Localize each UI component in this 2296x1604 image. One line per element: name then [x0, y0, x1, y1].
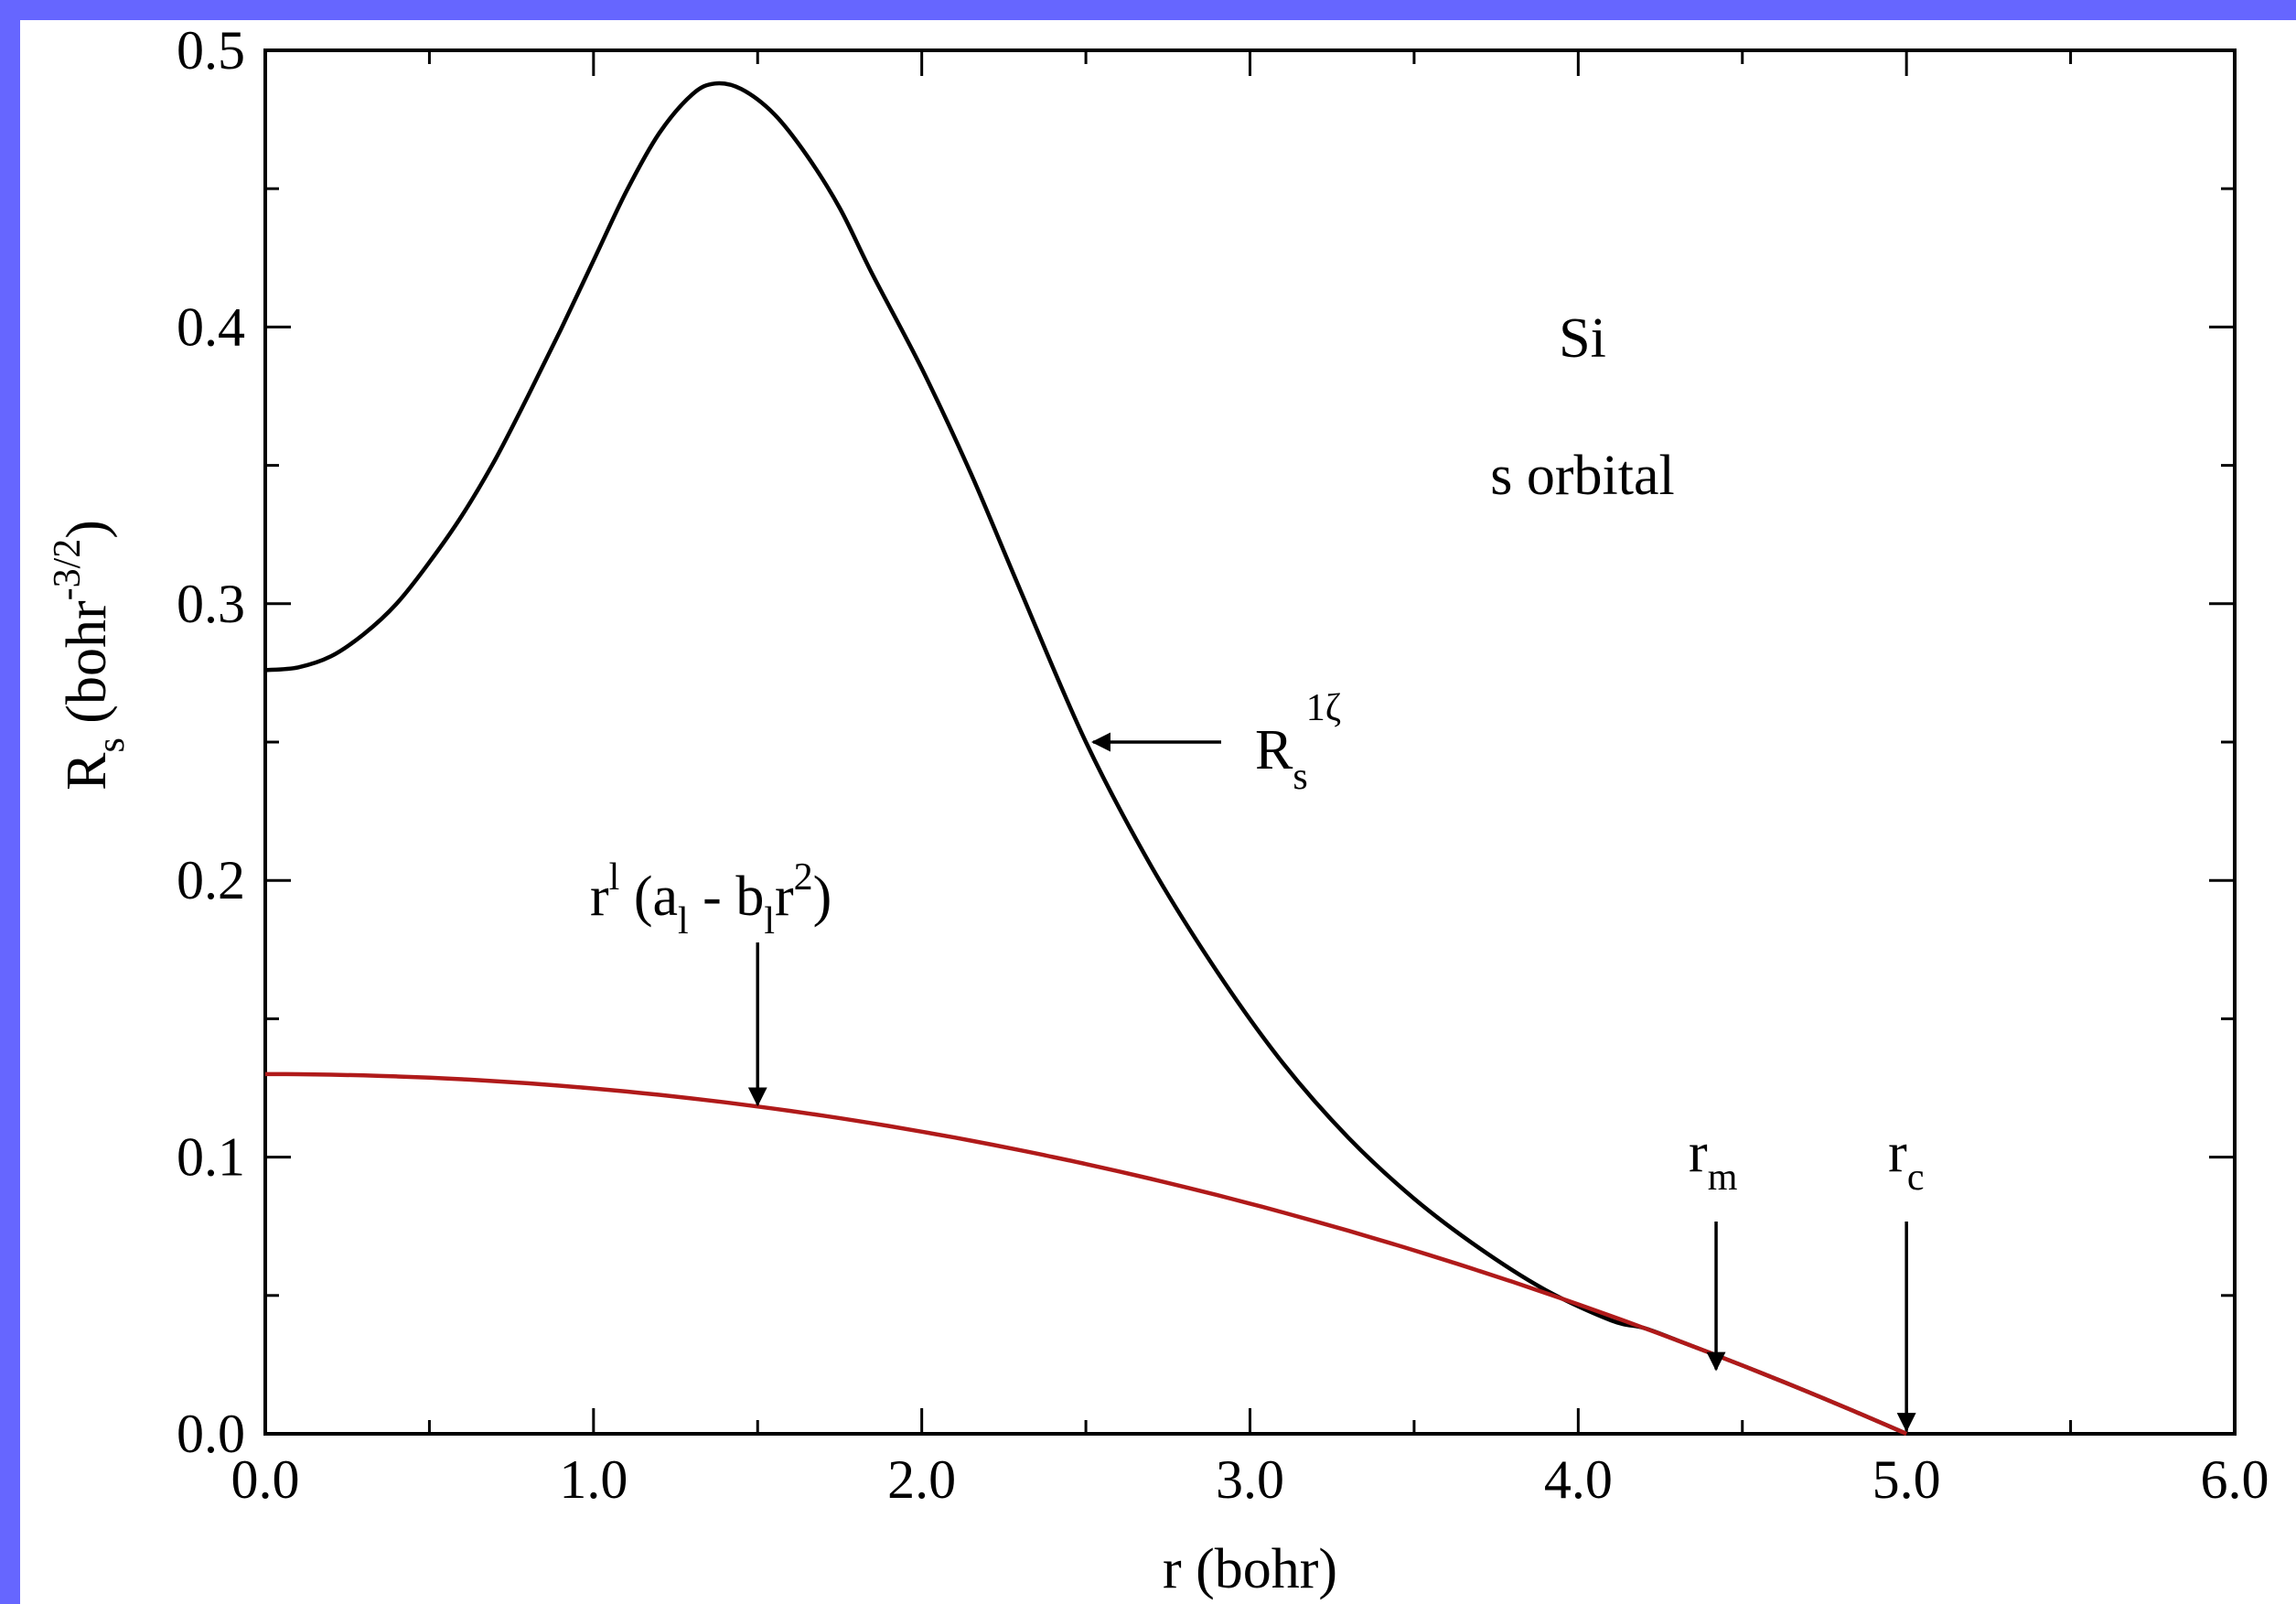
- x-tick-label: 2.0: [887, 1449, 956, 1510]
- x-tick-label: 6.0: [2201, 1449, 2269, 1510]
- series-line-fit: [264, 1071, 1908, 1437]
- element-label: Si: [1559, 307, 1606, 370]
- y-tick-label: 0.5: [177, 20, 245, 81]
- orbital-label: s orbital: [1490, 445, 1674, 507]
- y-tick-label: 0.2: [177, 850, 245, 910]
- rs-label: Rs1ζ: [1255, 687, 1341, 798]
- rc-label: rc: [1888, 1122, 1924, 1199]
- top-border: [0, 0, 2296, 20]
- x-tick-label: 0.0: [231, 1449, 300, 1510]
- plot-frame: [263, 48, 2237, 1436]
- y-axis-label: Rs (bohr-3/2): [47, 520, 133, 791]
- y-tick-label: 0.3: [177, 574, 245, 634]
- x-tick-label: 4.0: [1544, 1449, 1613, 1510]
- y-tick-label: 0.0: [177, 1404, 245, 1464]
- series-line-rs1z: [264, 81, 1908, 1437]
- rm-label: rm: [1689, 1122, 1738, 1199]
- axis-labels: r (bohr) Rs (bohr-3/2): [47, 520, 1337, 1600]
- x-axis-label: r (bohr): [1163, 1538, 1337, 1600]
- x-tick-label: 5.0: [1872, 1449, 1941, 1510]
- series-group: [264, 81, 1908, 1437]
- y-tick-label: 0.1: [177, 1127, 245, 1188]
- fit-label: rl (al - blr2): [590, 856, 831, 942]
- x-tick-label: 3.0: [1216, 1449, 1284, 1510]
- y-tick-label: 0.4: [177, 296, 245, 357]
- x-tick-label: 1.0: [559, 1449, 628, 1510]
- left-border: [0, 0, 20, 1604]
- axes: 0.0 1.0 2.0 3.0 4.0 5.0 6.0 0.0 0.1 0.2 0.3 0.4 0.5: [177, 20, 2269, 1510]
- annotations: Si s orbital Rs1ζ rl (al - blr2) rm rc: [590, 307, 1924, 1433]
